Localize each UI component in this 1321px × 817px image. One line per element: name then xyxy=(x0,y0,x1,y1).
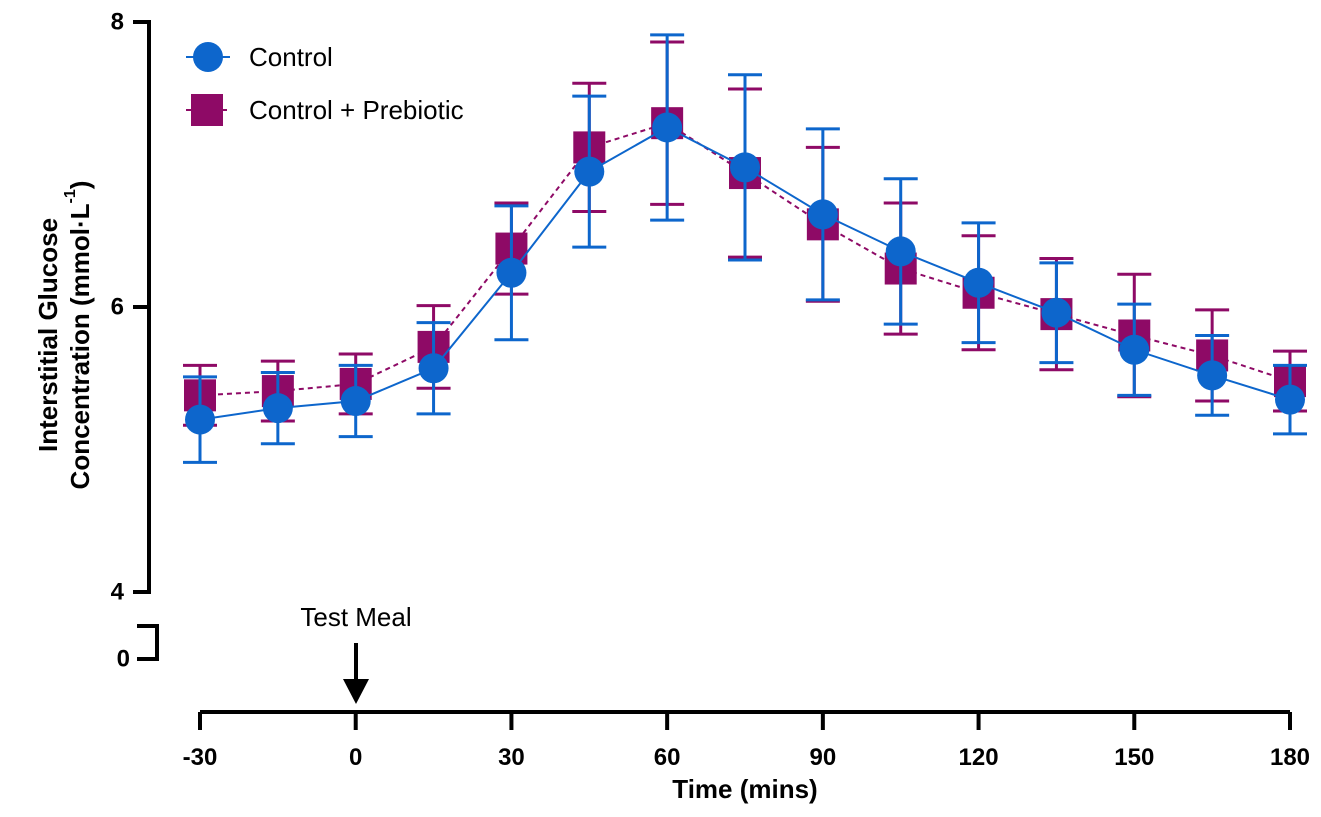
x-tick-label: 60 xyxy=(654,744,681,771)
data-point-circle xyxy=(574,156,605,187)
data-point-circle xyxy=(340,386,371,417)
legend-prebiotic-marker xyxy=(191,94,223,126)
data-point-circle xyxy=(885,236,916,267)
data-point-circle xyxy=(807,199,838,230)
legend-control-marker xyxy=(193,42,223,72)
data-point-circle xyxy=(1041,297,1072,328)
test-meal-label: Test Meal xyxy=(300,602,411,632)
test-meal-annotation: Test Meal xyxy=(300,602,412,704)
y-axis: 8 6 4 0 Interstitial Glucose Concentrati… xyxy=(33,9,159,673)
data-point-circle xyxy=(730,152,760,183)
data-point-circle xyxy=(496,257,527,288)
y-axis-title-line1: Interstitial Glucose xyxy=(33,218,63,452)
x-ticks: -30 0 30 60 90 120 150 180 xyxy=(183,712,1310,771)
y-tick-label-4: 4 xyxy=(111,579,125,606)
x-tick-label: 90 xyxy=(810,744,837,771)
x-tick-label: -30 xyxy=(183,744,218,771)
data-point-circle xyxy=(1275,384,1305,415)
test-meal-arrow-head xyxy=(343,679,369,704)
x-axis-title: Time (mins) xyxy=(672,774,817,804)
y-tick-label-6: 6 xyxy=(111,294,124,321)
legend-prebiotic-label: Control + Prebiotic xyxy=(249,95,464,125)
x-tick-label: 150 xyxy=(1114,744,1154,771)
series-control xyxy=(183,33,1307,464)
data-point-circle xyxy=(418,353,449,384)
data-point-circle xyxy=(1119,334,1150,365)
legend: Control Control + Prebiotic xyxy=(186,42,464,126)
y-tick-label-8: 8 xyxy=(111,9,124,36)
data-point-circle xyxy=(262,393,293,424)
x-tick-label: 0 xyxy=(349,744,362,771)
x-tick-label: 180 xyxy=(1270,744,1310,771)
y-axis-title-line2: Concentration (mmol·L-1) xyxy=(62,181,96,490)
data-point-circle xyxy=(963,267,994,298)
data-point-circle xyxy=(1197,360,1228,391)
x-tick-label: 120 xyxy=(959,744,999,771)
x-tick-label: 30 xyxy=(498,744,525,771)
plot-area xyxy=(183,33,1307,464)
x-axis: -30 0 30 60 90 120 150 180 Time (mins) xyxy=(183,710,1310,804)
data-point-circle xyxy=(185,404,215,435)
y-tick-label-0: 0 xyxy=(117,646,130,673)
legend-control-label: Control xyxy=(249,42,333,72)
data-point-circle xyxy=(652,112,683,143)
